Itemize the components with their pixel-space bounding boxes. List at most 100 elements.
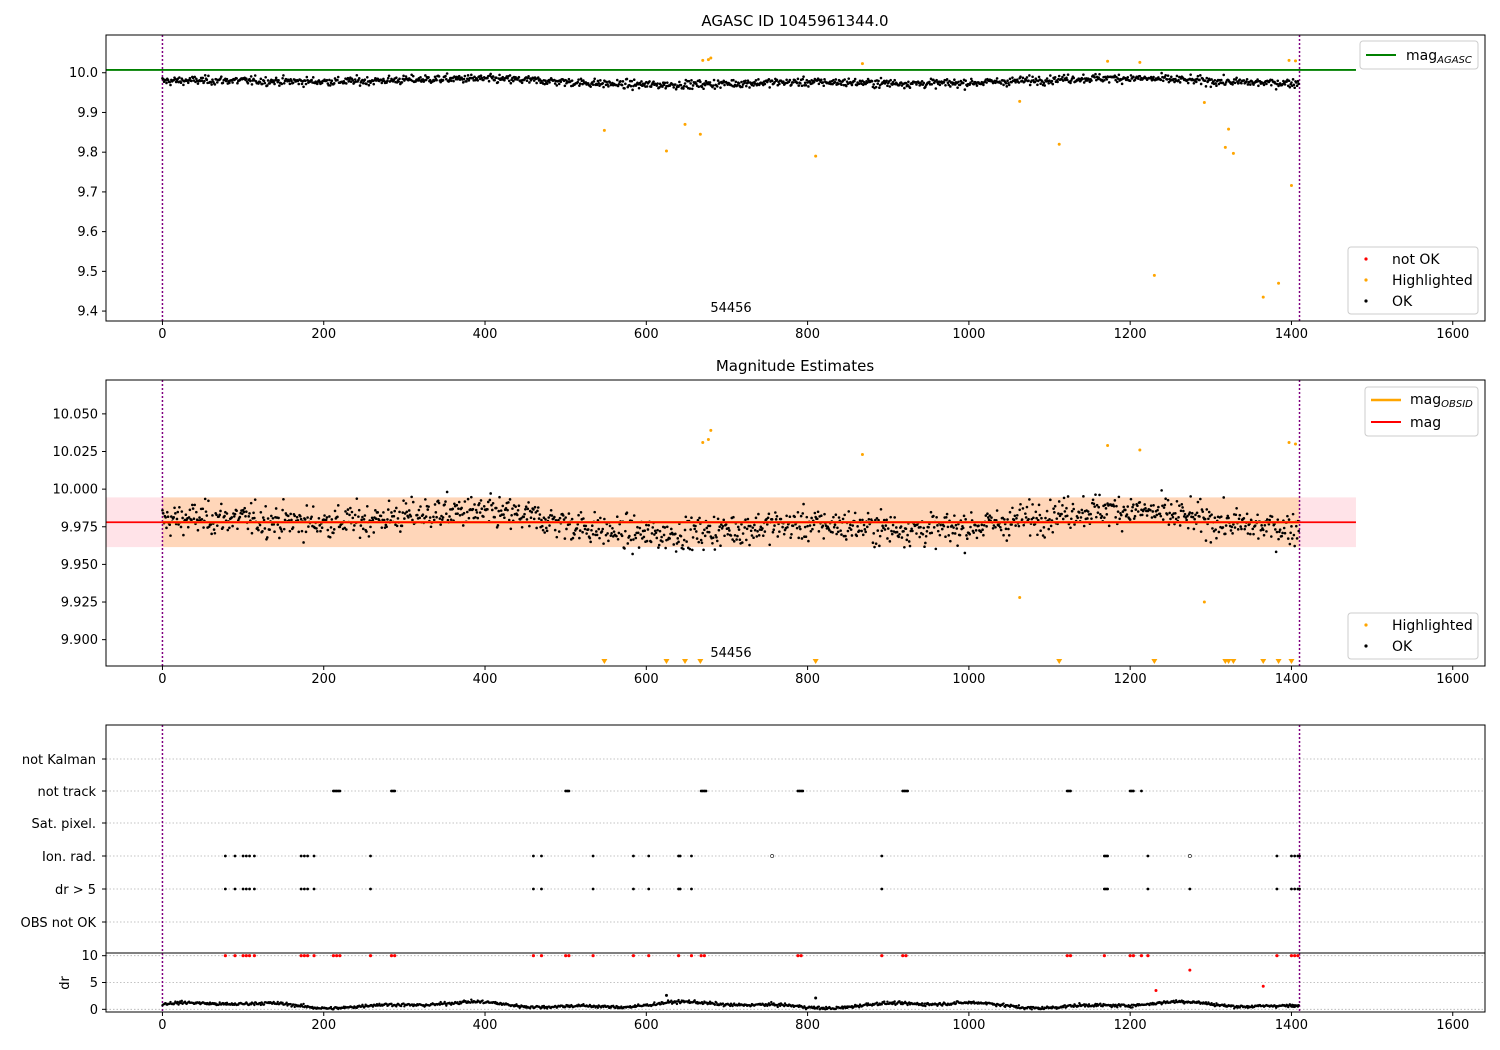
ok-point xyxy=(1224,81,1228,84)
ok-point xyxy=(362,517,366,521)
ok-point xyxy=(590,524,594,528)
ok-point xyxy=(1082,73,1085,76)
ok-point xyxy=(1290,537,1294,540)
ok-point xyxy=(748,86,751,89)
ok-point xyxy=(798,525,801,528)
ok-point xyxy=(695,537,699,540)
ok-point xyxy=(507,501,510,504)
flag-point xyxy=(369,887,372,891)
ok-point xyxy=(774,518,778,521)
ok-point xyxy=(571,536,575,540)
ok-point xyxy=(328,78,331,82)
ok-point xyxy=(836,530,840,534)
ok-point xyxy=(1263,523,1267,527)
ok-point xyxy=(717,528,721,532)
category-label: not Kalman xyxy=(22,753,96,768)
ok-point xyxy=(697,540,701,544)
x-tick-label: 600 xyxy=(634,1018,659,1033)
ok-point xyxy=(1222,496,1226,499)
ok-point xyxy=(974,529,978,532)
ok-point xyxy=(1153,515,1157,519)
panel-agasc-y-axis: 9.49.59.69.79.89.910.0 xyxy=(69,66,106,320)
ok-point xyxy=(495,526,499,529)
ok-point xyxy=(1278,528,1282,531)
ok-point xyxy=(1092,502,1096,506)
ok-point xyxy=(662,83,666,87)
x-tick-label: 1400 xyxy=(1275,672,1308,687)
flag-point xyxy=(591,854,595,858)
ok-point xyxy=(820,514,823,518)
ok-point xyxy=(577,78,580,81)
ok-point xyxy=(486,76,489,80)
ok-point xyxy=(510,513,513,517)
ok-point xyxy=(265,84,269,87)
dr-clipped-point xyxy=(564,954,568,958)
ok-point xyxy=(753,82,757,85)
ok-point xyxy=(300,529,304,533)
ok-point xyxy=(496,524,500,527)
ok-point xyxy=(849,523,852,527)
ok-point xyxy=(674,550,678,553)
ok-point xyxy=(845,538,848,541)
ok-point xyxy=(310,515,313,519)
ok-point xyxy=(240,512,244,516)
ok-point xyxy=(1011,76,1014,79)
ok-point xyxy=(1017,524,1021,528)
dr-point xyxy=(1072,1005,1075,1009)
ok-point xyxy=(640,80,643,83)
ok-point xyxy=(799,527,802,531)
ok-point xyxy=(236,527,239,531)
ok-point xyxy=(1094,493,1097,496)
dr-clipped-point xyxy=(1293,954,1297,958)
ok-point xyxy=(1182,509,1185,513)
ok-point xyxy=(1024,512,1027,515)
dr-point xyxy=(1063,1004,1067,1007)
ok-point xyxy=(548,524,551,527)
ok-point xyxy=(326,528,330,532)
ok-point xyxy=(474,515,477,519)
ok-point xyxy=(426,508,430,511)
ok-point xyxy=(821,81,825,84)
flag-point xyxy=(532,854,535,858)
flag-point xyxy=(632,887,635,891)
ok-point xyxy=(1205,76,1209,80)
ok-point xyxy=(834,513,838,517)
ok-point xyxy=(800,84,804,88)
dr-point xyxy=(1099,1002,1102,1005)
ok-point xyxy=(1249,518,1253,522)
panel-magnitude-legend-points: Highlighted OK xyxy=(1347,612,1479,660)
ok-point xyxy=(590,528,593,532)
ok-point xyxy=(1156,508,1159,512)
flag-point xyxy=(1146,887,1150,891)
ok-point xyxy=(895,526,898,529)
ok-point xyxy=(386,76,390,80)
ok-point xyxy=(247,515,251,518)
ok-point xyxy=(629,84,633,88)
ok-point xyxy=(1116,510,1120,513)
ok-point xyxy=(665,525,669,529)
ok-point xyxy=(419,76,422,79)
flag-point xyxy=(647,854,651,858)
ok-point xyxy=(1002,83,1005,87)
ok-point xyxy=(727,526,730,530)
ok-point xyxy=(797,536,801,540)
y-tick-label: 9.5 xyxy=(77,265,98,280)
ok-point xyxy=(371,518,375,522)
ok-point xyxy=(1230,525,1234,529)
y-tick-label: 9.9 xyxy=(77,106,98,121)
dr-point xyxy=(1077,1004,1080,1008)
ok-point xyxy=(429,525,433,529)
ok-point xyxy=(1252,532,1255,536)
ok-point xyxy=(970,79,974,83)
ok-point xyxy=(683,82,687,85)
ok-point xyxy=(1183,512,1187,516)
ok-point xyxy=(1053,511,1056,514)
ok-point xyxy=(550,514,554,517)
ok-point xyxy=(1186,81,1190,85)
ok-point xyxy=(942,524,946,528)
ok-point xyxy=(273,530,276,533)
ok-point xyxy=(1066,73,1070,76)
dr-point xyxy=(1109,1003,1113,1007)
ok-point xyxy=(923,545,926,548)
ok-point xyxy=(738,538,742,542)
